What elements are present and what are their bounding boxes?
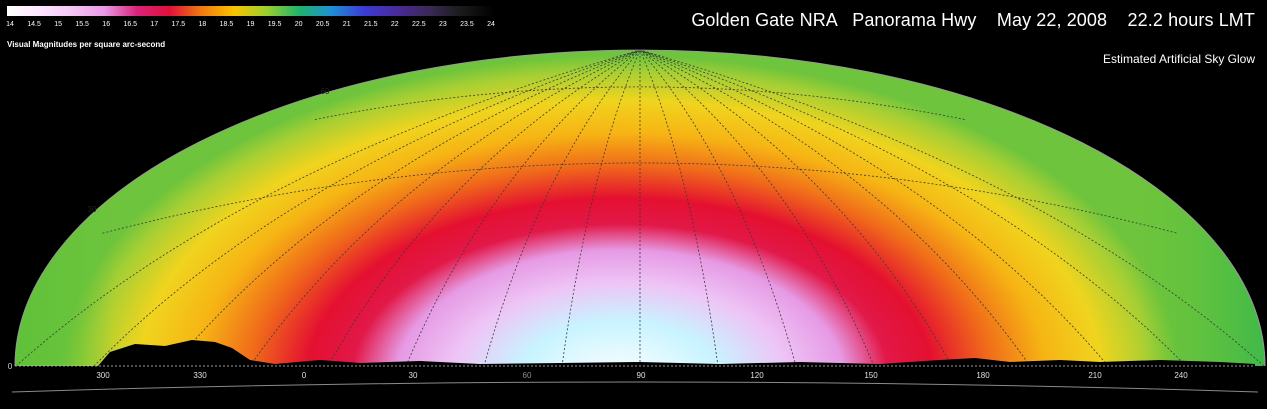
colorbar-tick-label: 22 (391, 21, 399, 28)
colorbar-tick-label: 15.5 (75, 21, 89, 28)
colorbar-tick-label: 20 (295, 21, 303, 28)
azimuth-meridian (639, 50, 1265, 366)
colorbar-tick-label: 23 (439, 21, 447, 28)
colorbar: 14 14.5 15 15.5 16 16.5 17 17.5 18 18.5 19 19.5 20 20… (6, 6, 495, 28)
azimuth-meridian (483, 50, 641, 366)
colorbar-tick-label: 17 (150, 21, 158, 28)
azimuth-label: 60 (523, 371, 532, 380)
altitude-circle (102, 162, 1178, 234)
colorbar-tick-label: 17.5 (172, 21, 186, 28)
colorbar-tick-label: 14.5 (27, 21, 41, 28)
dome-outline (14, 49, 1266, 367)
azimuth-meridian (639, 50, 875, 366)
altitude-label: 0 (8, 362, 13, 371)
colorbar-tick-label: 14 (6, 21, 14, 28)
azimuth-label: 210 (1088, 371, 1102, 380)
colorbar-tick-label: 16 (102, 21, 110, 28)
sky-dome: 0 30 60 300 330 0 30 60 90 120 150 180 210 240 (8, 49, 1266, 393)
colorbar-tick-label: 19.5 (268, 21, 282, 28)
azimuth-label: 0 (302, 371, 307, 380)
colorbar-tick-label: 23.5 (460, 21, 474, 28)
colorbar-tick-label: 18.5 (220, 21, 234, 28)
azimuth-label: 300 (96, 371, 110, 380)
colorbar-tick-label: 21 (343, 21, 351, 28)
azimuth-meridian (639, 50, 1031, 366)
colorbar-tick-label: 15 (54, 21, 62, 28)
altitude-label: 30 (88, 205, 97, 214)
horizon-silhouette (98, 340, 1255, 378)
azimuth-label: 330 (193, 371, 207, 380)
sky-grid (15, 50, 1265, 366)
azimuth-label: 150 (864, 371, 878, 380)
colorbar-tick-label: 16.5 (123, 21, 137, 28)
colorbar-tick-label: 22.5 (412, 21, 426, 28)
colorbar-tick-label: 20.5 (316, 21, 330, 28)
azimuth-meridian (639, 50, 953, 366)
altitude-circle (314, 86, 966, 120)
colorbar-ticks: 14 14.5 15 15.5 16 16.5 17 17.5 18 18.5 19 19.5 20 20… (6, 21, 495, 28)
azimuth-label: 180 (976, 371, 990, 380)
azimuth-meridian (171, 50, 641, 366)
colorbar-tick-label: 18 (199, 21, 207, 28)
lower-rim (11, 381, 1259, 393)
azimuth-label: 120 (750, 371, 764, 380)
azimuth-meridian (327, 50, 641, 366)
colorbar-tick-label: 21.5 (364, 21, 378, 28)
colorbar-ramp (7, 6, 494, 16)
altitude-labels: 0 30 60 (8, 87, 330, 371)
azimuth-label: 240 (1174, 371, 1188, 380)
azimuth-meridian (639, 50, 1109, 366)
colorbar-tick-label: 19 (247, 21, 255, 28)
azimuth-meridian (93, 50, 641, 366)
colorbar-label: Visual Magnitudes per square arc-second (7, 40, 166, 49)
azimuth-meridian (249, 50, 641, 366)
azimuth-labels: 300 330 0 30 60 90 120 150 180 210 240 (96, 371, 1188, 380)
chart-title: Golden Gate NRA Panorama Hwy May 22, 200… (691, 10, 1255, 30)
azimuth-meridian (405, 50, 641, 366)
azimuth-label: 30 (409, 371, 418, 380)
azimuth-meridian (639, 50, 1187, 366)
azimuth-meridian (15, 50, 641, 366)
colorbar-tick-label: 24 (487, 21, 495, 28)
azimuth-label: 90 (637, 371, 646, 380)
altitude-label: 60 (321, 87, 330, 96)
chart-subtitle: Estimated Artificial Sky Glow (1102, 52, 1255, 66)
azimuth-meridian (639, 50, 797, 366)
